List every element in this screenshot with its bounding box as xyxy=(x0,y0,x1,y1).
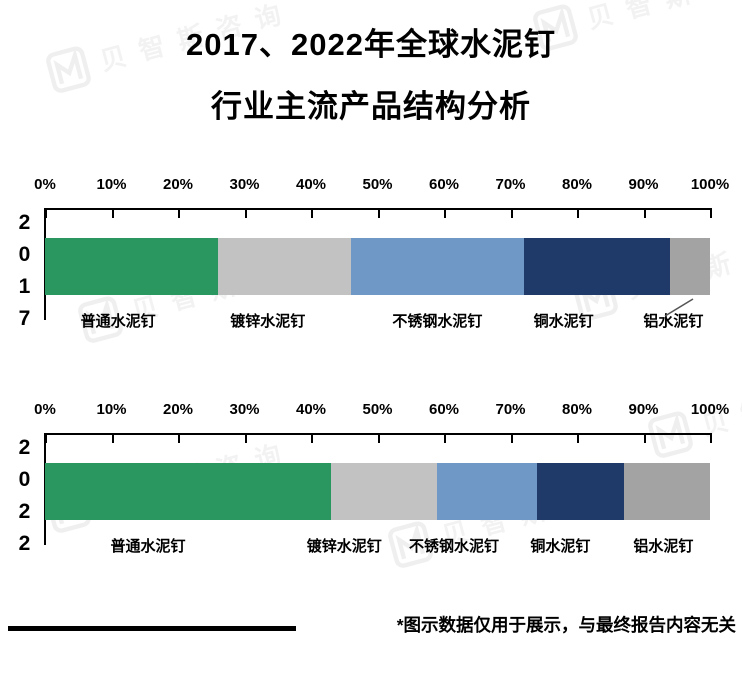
bar-segment-不锈钢水泥钉 xyxy=(350,238,524,295)
x-axis-tick-label: 90% xyxy=(628,176,659,193)
x-axis-tick-mark xyxy=(111,208,114,218)
x-axis-tick-mark xyxy=(311,208,313,218)
x-axis-tick-mark xyxy=(377,433,380,443)
x-axis-tick-mark xyxy=(643,208,646,218)
category-label-铜水泥钉: 铜水泥钉 xyxy=(530,538,591,555)
x-axis-tick-label: 30% xyxy=(229,401,260,418)
bar-segment-镀锌水泥钉 xyxy=(217,238,351,295)
label-leader-line xyxy=(664,298,694,317)
x-axis-tick-mark xyxy=(710,208,712,218)
stacked-bar-2017 xyxy=(45,238,710,295)
category-label-铜水泥钉: 铜水泥钉 xyxy=(533,313,594,330)
x-axis-tick-label: 80% xyxy=(561,401,593,418)
x-axis-tick-label: 20% xyxy=(162,176,194,193)
footer-divider-line xyxy=(8,626,296,631)
x-axis-tick-label: 70% xyxy=(495,176,526,193)
x-axis-tick-mark xyxy=(444,433,446,443)
category-label-镀锌水泥钉: 镀锌水泥钉 xyxy=(230,313,306,330)
x-axis-tick-mark xyxy=(111,433,114,443)
x-axis-tick-mark xyxy=(510,433,513,443)
chart-title: 2017、2022年全球水泥钉 行业主流产品结构分析 xyxy=(0,14,742,138)
x-axis-tick-mark xyxy=(510,208,513,218)
bar-segment-镀锌水泥钉 xyxy=(330,463,438,520)
bar-segment-不锈钢水泥钉 xyxy=(437,463,538,520)
x-axis-tick-mark xyxy=(45,433,47,443)
chart-title-line2: 行业主流产品结构分析 xyxy=(211,89,531,124)
stacked-bar-2022 xyxy=(45,463,710,520)
x-axis-tick-mark xyxy=(178,208,180,218)
x-axis-tick-mark xyxy=(311,433,313,443)
x-axis-tick-mark xyxy=(377,208,380,218)
x-axis-tick-label: 60% xyxy=(428,401,460,418)
category-label-不锈钢水泥钉: 不锈钢水泥钉 xyxy=(408,538,499,555)
chart-title-line1: 2017、2022年全球水泥钉 xyxy=(186,27,556,62)
bar-segment-普通水泥钉 xyxy=(45,463,331,520)
x-axis-tick-label: 20% xyxy=(162,401,194,418)
category-label-铝水泥钉: 铝水泥钉 xyxy=(633,538,694,555)
category-label-普通水泥钉: 普通水泥钉 xyxy=(80,313,156,330)
x-axis-tick-label: 90% xyxy=(628,401,659,418)
bar-segment-铝水泥钉 xyxy=(670,238,710,295)
x-axis-tick-mark xyxy=(178,433,180,443)
category-label-普通水泥钉: 普通水泥钉 xyxy=(110,538,186,555)
x-axis-tick-mark xyxy=(577,208,579,218)
chart-2022: 0% 10% 20% 30% 40% 50% 60% 70% 80% 90% 100% 2022 普通水… xyxy=(0,401,742,571)
y-axis-year-label: 2017 xyxy=(13,211,36,339)
category-label-铝水泥钉: 铝水泥钉 xyxy=(643,313,704,330)
bar-segment-铜水泥钉 xyxy=(523,238,671,295)
x-axis-tick-mark xyxy=(244,208,247,218)
x-axis-tick-label: 60% xyxy=(428,176,460,193)
x-axis-tick-label: 40% xyxy=(295,401,327,418)
footnote: *图示数据仅用于展示，与最终报告内容无关 xyxy=(396,615,736,635)
x-axis-tick-label: 10% xyxy=(96,401,127,418)
bar-segment-普通水泥钉 xyxy=(45,238,218,295)
x-axis-tick-label: 100% xyxy=(690,401,730,418)
x-axis-tick-label: 50% xyxy=(362,401,393,418)
x-axis-tick-label: 70% xyxy=(495,401,526,418)
x-axis-tick-mark xyxy=(244,433,247,443)
x-axis-tick-mark xyxy=(710,433,712,443)
chart-2017: 0% 10% 20% 30% 40% 50% 60% 70% 80% 90% 100% 2017 普通水… xyxy=(0,176,742,346)
bar-segment-铝水泥钉 xyxy=(623,463,710,520)
x-axis-tick-label: 0% xyxy=(34,176,56,193)
x-axis-tick-label: 0% xyxy=(34,401,56,418)
x-axis-tick-label: 100% xyxy=(690,176,730,193)
category-label-镀锌水泥钉: 镀锌水泥钉 xyxy=(306,538,382,555)
x-axis-tick-label: 40% xyxy=(295,176,327,193)
x-axis-tick-label: 30% xyxy=(229,176,260,193)
x-axis-tick-mark xyxy=(45,208,47,218)
x-axis-tick-mark xyxy=(444,208,446,218)
x-axis-tick-label: 10% xyxy=(96,176,127,193)
x-axis-tick-mark xyxy=(577,433,579,443)
x-axis-tick-mark xyxy=(643,433,646,443)
category-label-不锈钢水泥钉: 不锈钢水泥钉 xyxy=(392,313,483,330)
bar-segment-铜水泥钉 xyxy=(537,463,624,520)
y-axis-year-label: 2022 xyxy=(13,436,36,564)
x-axis-tick-label: 80% xyxy=(561,176,593,193)
x-axis-tick-label: 50% xyxy=(362,176,393,193)
